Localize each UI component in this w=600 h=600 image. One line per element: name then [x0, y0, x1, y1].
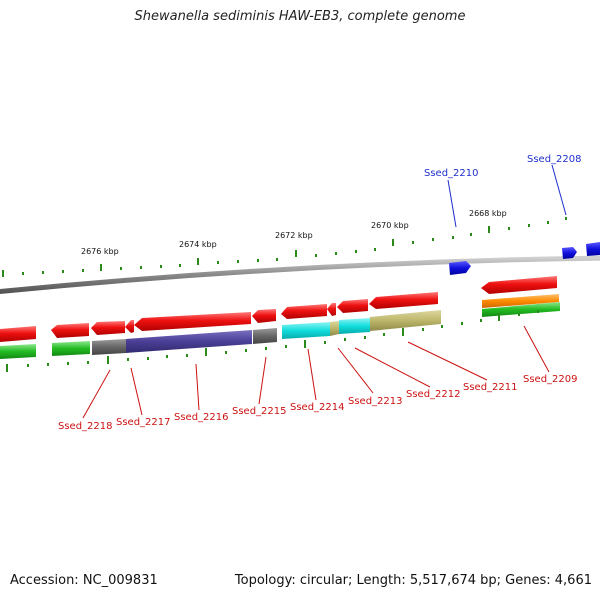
cds-ssed-2216[interactable]	[91, 321, 125, 335]
scale-label: 2668 kbp	[469, 209, 507, 218]
feature-cyan[interactable]	[339, 318, 370, 334]
green-track	[0, 341, 90, 359]
feature-gray[interactable]	[92, 339, 126, 355]
leader-lines	[82, 164, 567, 419]
scale-label: 2672 kbp	[275, 231, 313, 240]
feature-purple[interactable]	[126, 330, 252, 353]
gene-label-ssed-2210[interactable]: Ssed_2210	[424, 168, 479, 179]
feature-orange[interactable]	[482, 294, 559, 308]
cds-small-a[interactable]	[125, 320, 134, 333]
cds-ssed-2213[interactable]	[337, 299, 368, 313]
accession-text: Accession: NC_009831	[10, 573, 158, 588]
gene-label-ssed-2214[interactable]: Ssed_2214	[290, 402, 345, 413]
cds-ssed-2218[interactable]	[0, 326, 36, 342]
gene-label-ssed-2217[interactable]: Ssed_2217	[116, 417, 171, 428]
cds-small-b[interactable]	[252, 309, 276, 323]
gene-ssed-2208[interactable]	[562, 247, 577, 259]
genome-backbone	[0, 255, 600, 295]
cds-small-c[interactable]	[327, 303, 336, 316]
gene-label-ssed-2216[interactable]: Ssed_2216	[174, 412, 229, 423]
scale-label: 2674 kbp	[179, 240, 217, 249]
gene-partial-right[interactable]	[586, 242, 600, 256]
feature-green[interactable]	[0, 344, 36, 359]
gene-label-ssed-2212[interactable]: Ssed_2212	[406, 389, 461, 400]
gene-ssed-2210[interactable]	[449, 261, 471, 275]
cds-ssed-2209[interactable]	[481, 276, 557, 294]
gene-label-ssed-2209[interactable]: Ssed_2209	[523, 374, 578, 385]
feature-track	[92, 294, 560, 355]
feature-green[interactable]	[52, 341, 90, 356]
scale-label: 2670 kbp	[371, 221, 409, 230]
cds-ssed-2217[interactable]	[51, 323, 89, 338]
feature-green[interactable]	[482, 302, 560, 317]
cds-ssed-2212[interactable]	[369, 292, 438, 309]
genome-summary: Topology: circular; Length: 5,517,674 bp…	[234, 573, 592, 588]
feature-gray[interactable]	[253, 328, 277, 344]
gene-label-ssed-2208[interactable]: Ssed_2208	[527, 154, 582, 165]
feature-cyan[interactable]	[282, 322, 330, 339]
scale-label: 2676 kbp	[81, 247, 119, 256]
gene-label-ssed-2218[interactable]: Ssed_2218	[58, 421, 113, 432]
gene-label-ssed-2213[interactable]: Ssed_2213	[348, 396, 403, 407]
feature-khaki[interactable]	[330, 321, 339, 336]
map-title: Shewanella sediminis HAW-EB3, complete g…	[134, 9, 466, 24]
gene-label-ssed-2215[interactable]: Ssed_2215	[232, 406, 287, 417]
feature-khaki[interactable]	[370, 310, 441, 331]
cds-ssed-2214[interactable]	[281, 304, 327, 319]
gene-label-ssed-2211[interactable]: Ssed_2211	[463, 382, 518, 393]
reverse-cds-track	[0, 276, 557, 342]
cds-ssed-2215[interactable]	[134, 312, 251, 331]
scale-ticks-outer	[2, 217, 567, 277]
scale-ticks-inner	[6, 310, 539, 372]
